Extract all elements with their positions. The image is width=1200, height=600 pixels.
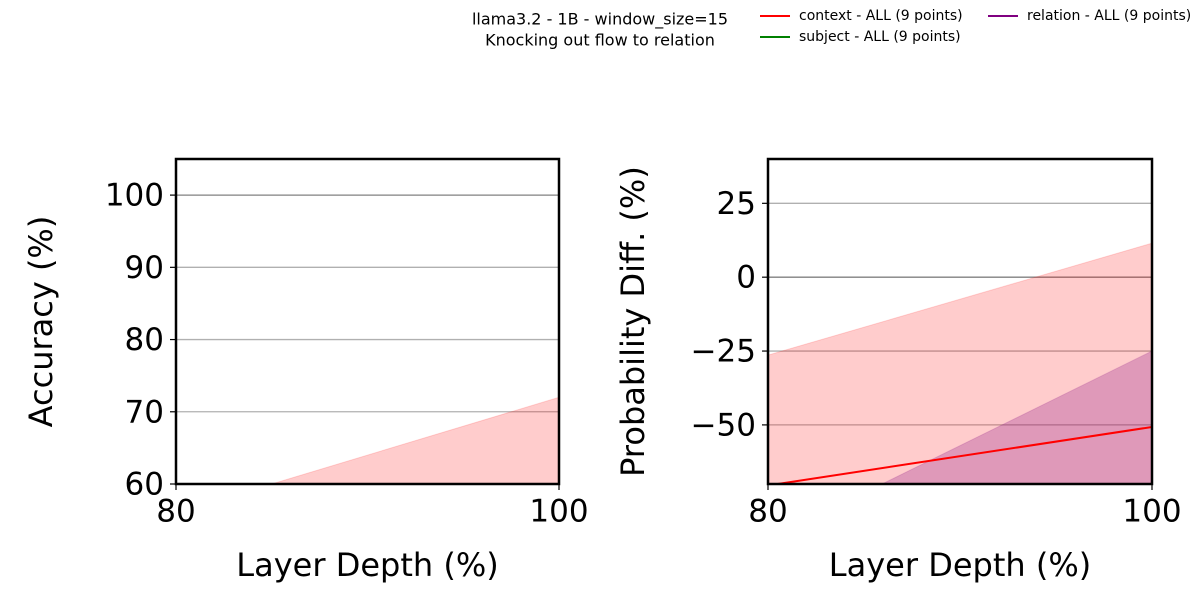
confidence-band bbox=[768, 350, 1152, 484]
title-line: Knocking out flow to relation bbox=[485, 31, 715, 50]
y-axis-label: Accuracy (%) bbox=[22, 216, 60, 428]
x-tick-label: 80 bbox=[156, 494, 195, 530]
y-tick-label: 100 bbox=[105, 178, 164, 214]
legend-label: subject - ALL (9 points) bbox=[799, 29, 961, 45]
plot-area bbox=[768, 202, 1152, 484]
y-tick-label: −25 bbox=[691, 334, 756, 370]
y-tick-label: 80 bbox=[125, 322, 164, 358]
y-tick-label: 25 bbox=[717, 186, 756, 222]
axes-frame bbox=[174, 157, 561, 486]
y-axis-label: Probability Diff. (%) bbox=[614, 166, 652, 477]
axes-frame bbox=[766, 157, 1154, 486]
plot-area bbox=[176, 194, 559, 484]
y-tick-label: 60 bbox=[125, 467, 164, 503]
x-tick-label: 100 bbox=[1122, 494, 1181, 530]
confidence-band bbox=[768, 242, 1152, 484]
y-tick-label: 70 bbox=[125, 394, 164, 430]
y-tick-label: 0 bbox=[736, 260, 756, 296]
x-axis-label: Layer Depth (%) bbox=[829, 546, 1091, 584]
y-tick-label: 90 bbox=[125, 250, 164, 286]
title-line: llama3.2 - 1B - window_size=15 bbox=[472, 10, 728, 30]
legend-label: context - ALL (9 points) bbox=[799, 8, 963, 24]
x-tick-label: 100 bbox=[529, 494, 588, 530]
confidence-band bbox=[176, 396, 559, 484]
legend-label: relation - ALL (9 points) bbox=[1027, 8, 1191, 24]
series-line bbox=[771, 425, 1152, 484]
y-tick-label: −50 bbox=[691, 407, 756, 443]
x-axis-label: Layer Depth (%) bbox=[236, 546, 498, 584]
x-tick-label: 80 bbox=[748, 494, 787, 530]
